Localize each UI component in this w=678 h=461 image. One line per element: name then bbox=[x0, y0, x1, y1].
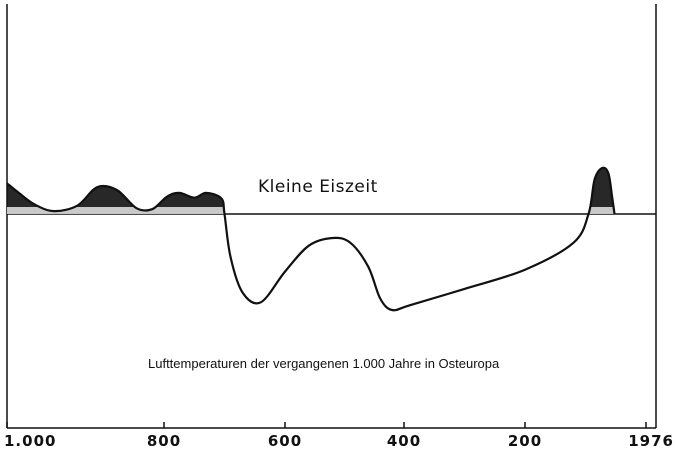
x-axis-ticks: 1.000 800 600 400 200 1976 bbox=[4, 422, 674, 450]
x-tick-label-6: 1976 bbox=[628, 432, 674, 450]
x-tick-label-5: 200 bbox=[508, 432, 542, 450]
x-tick-label-4: 400 bbox=[387, 432, 421, 450]
warm-period-fills bbox=[7, 167, 615, 214]
warm-period-area-1 bbox=[7, 183, 225, 214]
temperature-line bbox=[6, 166, 616, 312]
x-tick-label-1: 1.000 bbox=[4, 432, 56, 450]
little-ice-age-annotation: Kleine Eiszeit bbox=[258, 177, 378, 197]
warm-period-speckle-1 bbox=[7, 207, 225, 214]
warm-period-speckle-2 bbox=[588, 207, 615, 214]
x-tick-label-2: 800 bbox=[147, 432, 181, 450]
x-tick-label-3: 600 bbox=[268, 432, 302, 450]
chart-caption: Lufttemperaturen der vergangenen 1.000 J… bbox=[148, 356, 500, 371]
